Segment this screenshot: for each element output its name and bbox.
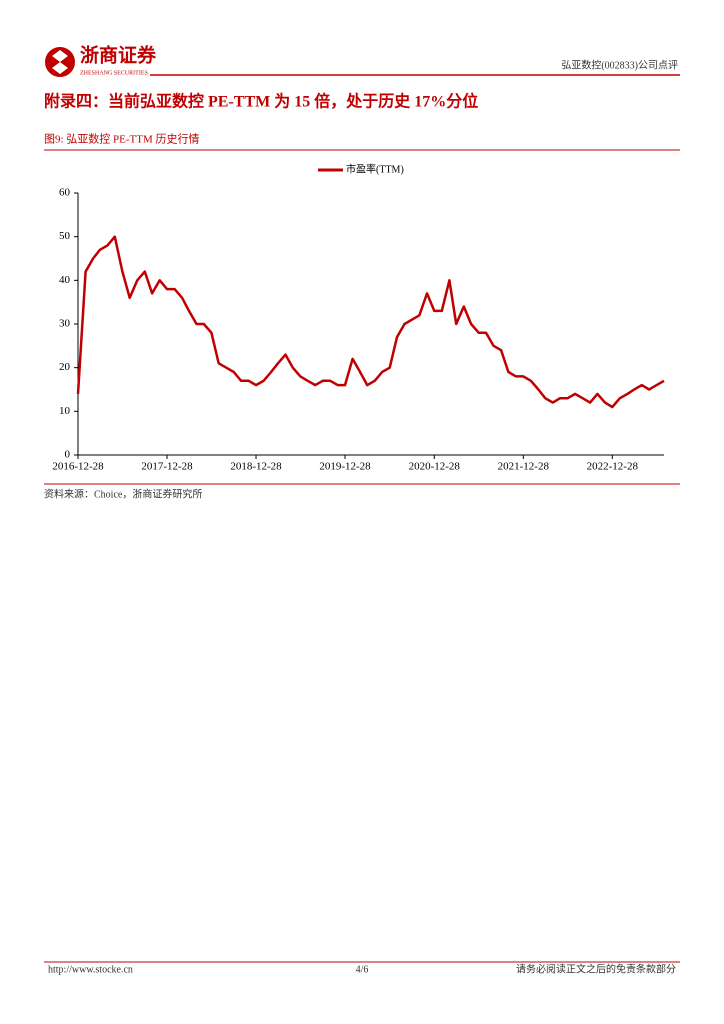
y-tick-label: 50 <box>59 230 71 242</box>
x-tick-label: 2022-12-28 <box>587 461 639 473</box>
caption: 图9: 弘亚数控 PE-TTM 历史行情 <box>44 132 200 146</box>
heading: 附录四：当前弘亚数控 PE-TTM 为 15 倍，处于历史 17%分位 <box>44 92 478 111</box>
disclaimer: 请务必阅读正文之后的免责条款部分 <box>516 962 676 975</box>
chart: 0 10 20 30 40 50 60 2016-12-28 2017-12-28 2018-12… <box>52 162 665 473</box>
legend-label: 市盈率(TTM) <box>346 162 404 175</box>
x-tick-label: 2018-12-28 <box>230 461 282 473</box>
y-tick-label: 0 <box>65 449 71 461</box>
logo-mark <box>52 50 68 74</box>
source: 资料来源：Choice，浙商证券研究所 <box>44 487 202 500</box>
y-tick-label: 10 <box>59 405 71 417</box>
y-tick-label: 30 <box>59 318 71 330</box>
x-tick-label: 2016-12-28 <box>52 461 104 473</box>
x-tick-label: 2019-12-28 <box>319 461 371 473</box>
brand-en: ZHESHANG SECURITIES <box>80 70 148 76</box>
x-tick-label: 2020-12-28 <box>409 461 461 473</box>
y-tick-label: 40 <box>59 274 71 286</box>
y-tick-label: 20 <box>59 361 71 373</box>
x-tick-label: 2017-12-28 <box>141 461 193 473</box>
report-name: 弘亚数控(002833)公司点评 <box>561 58 678 71</box>
brand: 浙商证券 <box>80 43 157 66</box>
x-tick-label: 2021-12-28 <box>498 461 550 473</box>
footer-url: http://www.stocke.cn <box>48 964 133 975</box>
y-tick-label: 60 <box>59 187 71 199</box>
pe-line <box>76 235 665 409</box>
page-number: 4/6 <box>356 964 369 975</box>
